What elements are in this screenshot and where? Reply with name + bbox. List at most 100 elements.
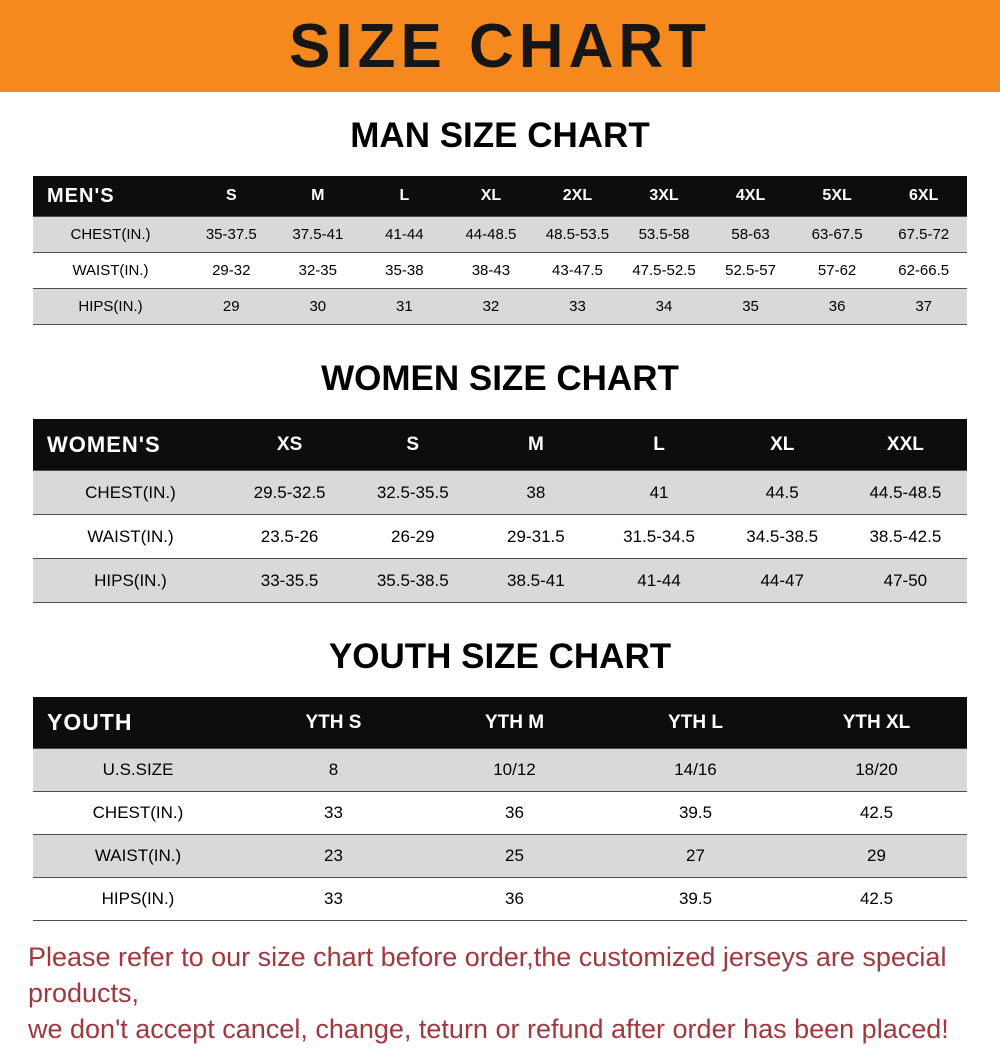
size-value-cell: 27 xyxy=(605,834,786,878)
youth-section-heading: YOUTH SIZE CHART xyxy=(328,637,672,676)
size-value-cell: 41 xyxy=(597,470,721,515)
size-value-cell: 42.5 xyxy=(786,877,967,921)
measurement-row: CHEST(IN.) 33 36 39.5 42.5 xyxy=(33,791,967,835)
size-value-cell: 34.5-38.5 xyxy=(720,514,844,559)
size-value-cell: 32-35 xyxy=(274,252,362,289)
row-label-cell: HIPS(IN.) xyxy=(33,558,228,603)
size-value-cell: 23 xyxy=(243,834,424,878)
size-value-cell: 23.5-26 xyxy=(228,514,352,559)
size-column-header: YTH L xyxy=(605,697,786,749)
measurement-row: HIPS(IN.) 33-35.5 35.5-38.5 38.5-41 41-44 44-… xyxy=(33,558,967,603)
size-value-cell: 30 xyxy=(274,288,362,325)
table-header-row: YOUTH YTH S YTH M YTH L YTH XL xyxy=(33,697,967,749)
size-value-cell: 48.5-53.5 xyxy=(534,216,621,253)
women-size-table: WOMEN'S XS S M L XL XXL CHEST(IN.) 29.5-32.5 32.5… xyxy=(33,419,967,603)
size-column-header: 6XL xyxy=(880,176,967,217)
size-value-cell: 29 xyxy=(188,288,275,325)
size-column-header: XL xyxy=(447,176,535,217)
size-value-cell: 58-63 xyxy=(707,216,794,253)
size-value-cell: 35 xyxy=(707,288,794,325)
size-value-cell: 32.5-35.5 xyxy=(351,470,475,515)
size-value-cell: 33-35.5 xyxy=(228,558,352,603)
size-value-cell: 44-47 xyxy=(720,558,844,603)
row-label-cell: HIPS(IN.) xyxy=(33,877,243,921)
size-value-cell: 31.5-34.5 xyxy=(597,514,721,559)
row-label-cell: CHEST(IN.) xyxy=(33,470,228,515)
size-value-cell: 33 xyxy=(243,877,424,921)
measurement-row: WAIST(IN.) 29-32 32-35 35-38 38-43 43-47.5 47.… xyxy=(33,252,967,289)
size-value-cell: 44.5 xyxy=(720,470,844,515)
size-value-cell: 47-50 xyxy=(843,558,967,603)
size-value-cell: 32 xyxy=(447,288,535,325)
size-value-cell: 37 xyxy=(880,288,967,325)
measurement-row: HIPS(IN.) 29 30 31 32 33 34 35 36 37 xyxy=(33,288,967,325)
man-size-table: MEN'S S M L XL 2XL 3XL 4XL 5XL 6XL CHEST(IN.) 35-37… xyxy=(33,176,967,325)
size-value-cell: 47.5-52.5 xyxy=(620,252,708,289)
size-column-header: YTH M xyxy=(424,697,605,749)
man-section-heading: MAN SIZE CHART xyxy=(350,116,650,155)
size-column-header: 4XL xyxy=(707,176,794,217)
size-value-cell: 37.5-41 xyxy=(274,216,362,253)
size-value-cell: 36 xyxy=(793,288,881,325)
size-value-cell: 67.5-72 xyxy=(880,216,967,253)
size-value-cell: 31 xyxy=(361,288,448,325)
measurement-row: CHEST(IN.) 35-37.5 37.5-41 41-44 44-48.5 48.5… xyxy=(33,216,967,253)
size-value-cell: 33 xyxy=(243,791,424,835)
size-value-cell: 33 xyxy=(534,288,621,325)
women-size-chart-section: WOMEN SIZE CHART WOMEN'S XS S M L XL XXL CHEST(… xyxy=(0,359,1000,603)
size-charts: MAN SIZE CHART MEN'S S M L XL 2XL 3XL 4XL 5XL 6XL… xyxy=(0,116,1000,921)
measurement-row: WAIST(IN.) 23.5-26 26-29 29-31.5 31.5-34.5 34… xyxy=(33,514,967,559)
size-value-cell: 41-44 xyxy=(361,216,448,253)
size-value-cell: 35-37.5 xyxy=(188,216,275,253)
table-header-row: MEN'S S M L XL 2XL 3XL 4XL 5XL 6XL xyxy=(33,176,967,217)
size-value-cell: 62-66.5 xyxy=(880,252,967,289)
size-value-cell: 29-32 xyxy=(188,252,275,289)
size-column-header: XS xyxy=(228,419,352,471)
size-value-cell: 38 xyxy=(474,470,598,515)
size-value-cell: 43-47.5 xyxy=(534,252,621,289)
table-corner-label: YOUTH xyxy=(33,697,243,749)
measurement-row: WAIST(IN.) 23 25 27 29 xyxy=(33,834,967,878)
measurement-row: HIPS(IN.) 33 36 39.5 42.5 xyxy=(33,877,967,921)
size-column-header: 2XL xyxy=(534,176,621,217)
women-section-heading: WOMEN SIZE CHART xyxy=(321,359,679,398)
table-corner-label: MEN'S xyxy=(33,176,188,217)
size-value-cell: 38.5-41 xyxy=(474,558,598,603)
size-value-cell: 26-29 xyxy=(351,514,475,559)
size-column-header: L xyxy=(361,176,448,217)
size-column-header: M xyxy=(274,176,362,217)
size-value-cell: 14/16 xyxy=(605,748,786,792)
table-header-row: WOMEN'S XS S M L XL XXL xyxy=(33,419,967,471)
size-value-cell: 36 xyxy=(424,791,605,835)
measurement-row: U.S.SIZE 8 10/12 14/16 18/20 xyxy=(33,748,967,792)
order-disclaimer: Please refer to our size chart before or… xyxy=(0,939,1000,1048)
size-value-cell: 18/20 xyxy=(786,748,967,792)
page-title: SIZE CHART xyxy=(289,11,711,81)
size-value-cell: 44.5-48.5 xyxy=(843,470,967,515)
disclaimer-line-1: Please refer to our size chart before or… xyxy=(28,942,947,1009)
size-value-cell: 38-43 xyxy=(447,252,535,289)
size-column-header: XXL xyxy=(843,419,967,471)
size-value-cell: 8 xyxy=(243,748,424,792)
size-value-cell: 10/12 xyxy=(424,748,605,792)
row-label-cell: CHEST(IN.) xyxy=(33,216,188,253)
size-value-cell: 29.5-32.5 xyxy=(228,470,352,515)
table-corner-label: WOMEN'S xyxy=(33,419,228,471)
size-value-cell: 36 xyxy=(424,877,605,921)
row-label-cell: CHEST(IN.) xyxy=(33,791,243,835)
size-column-header: 5XL xyxy=(793,176,881,217)
size-column-header: 3XL xyxy=(620,176,708,217)
size-value-cell: 41-44 xyxy=(597,558,721,603)
row-label-cell: HIPS(IN.) xyxy=(33,288,188,325)
size-value-cell: 25 xyxy=(424,834,605,878)
size-column-header: XL xyxy=(720,419,844,471)
size-value-cell: 35-38 xyxy=(361,252,448,289)
size-column-header: S xyxy=(351,419,475,471)
size-value-cell: 34 xyxy=(620,288,708,325)
youth-size-table: YOUTH YTH S YTH M YTH L YTH XL U.S.SIZE 8 10/12… xyxy=(33,697,967,921)
size-column-header: YTH S xyxy=(243,697,424,749)
youth-size-chart-section: YOUTH SIZE CHART YOUTH YTH S YTH M YTH L YTH… xyxy=(0,637,1000,921)
size-value-cell: 52.5-57 xyxy=(707,252,794,289)
size-value-cell: 63-67.5 xyxy=(793,216,881,253)
size-value-cell: 57-62 xyxy=(793,252,881,289)
